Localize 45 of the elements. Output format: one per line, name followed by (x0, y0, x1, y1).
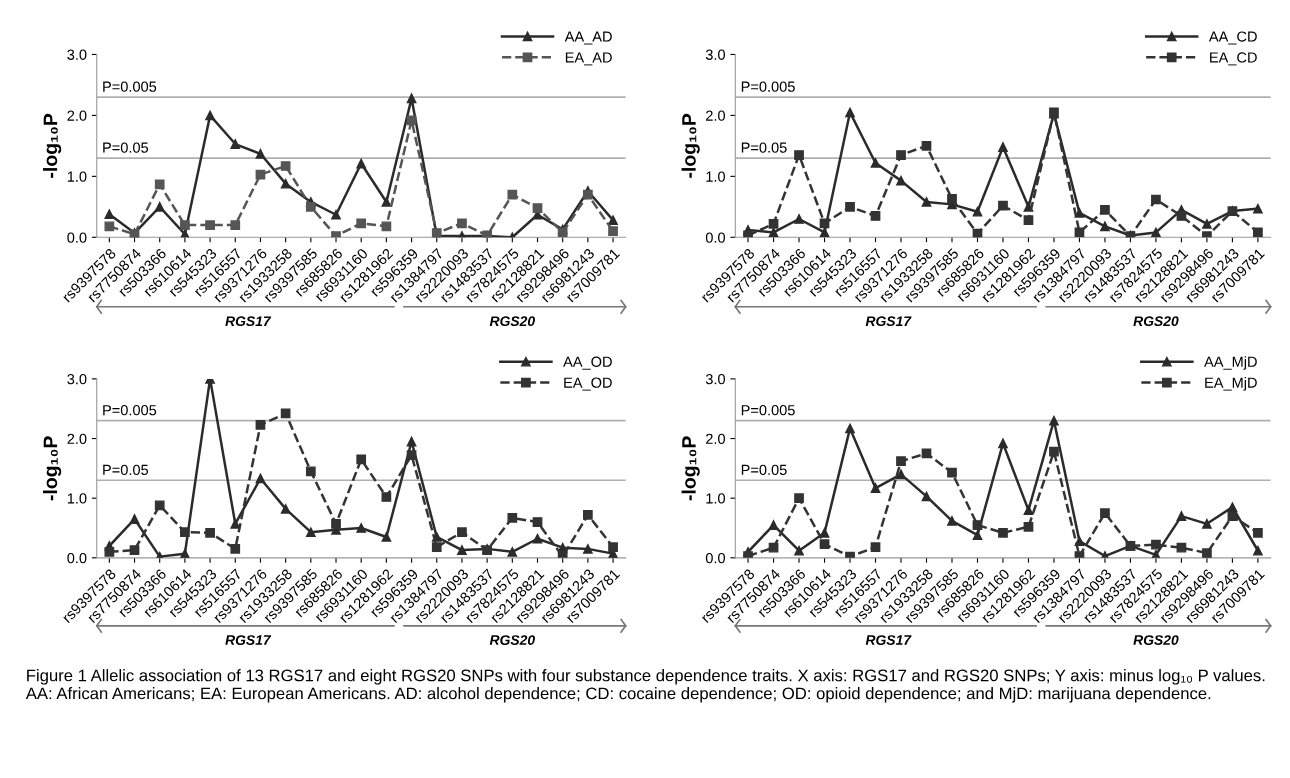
y-tick-label: 1.0 (706, 171, 726, 182)
legend-label: AA_OD (563, 356, 612, 370)
y-axis-title: -log₁₀P (42, 113, 62, 178)
legend-label: AA_MjD (1204, 356, 1257, 370)
y-tick-label: 3.0 (67, 49, 87, 60)
annotation: P=0.05 (103, 142, 149, 153)
caption: Figure 1 Allelic association of 13 RGS17 and eight RGS20 SNPs with four substance dependence traits. X axis: RGS17 and RGS20 SNPs; Y axis: minus log₁₀ P values. AA: African Americans; EA: European Americans. AD: alcohol dependence; CD: cocaine dependence; OD: opioid dependence; and MjD: marijuana dependence. (25, 669, 1265, 703)
y-axis-title: -log₁₀P (681, 436, 700, 501)
y-axis-title: -log₁₀P (681, 113, 700, 178)
text: RGS17 (225, 635, 272, 645)
y-axis-title: -log₁₀P (42, 436, 62, 501)
annotation: P=0.05 (741, 142, 787, 153)
text: RGS20 (489, 635, 535, 645)
text: RGS17 (225, 316, 272, 327)
y-tick-label: 0.0 (67, 552, 87, 564)
legend-label: EA_OD (564, 377, 612, 391)
text: RGS17 (865, 635, 912, 645)
legend-label: AA_AD (564, 31, 612, 45)
y-tick-label: 3.0 (705, 373, 726, 385)
annotation: P=0.005 (103, 81, 157, 92)
text: RGS20 (1133, 316, 1179, 327)
y-tick-label: 1.0 (67, 493, 87, 504)
y-tick-label: 2.0 (706, 433, 726, 444)
annotation: P=0.05 (103, 464, 149, 476)
annotation: P=0.05 (741, 464, 787, 476)
annotation: P=0.005 (741, 405, 795, 416)
text: RGS17 (865, 316, 912, 327)
legend-label: EA_CD (1210, 52, 1257, 66)
legend-label: EA_MjD (1205, 377, 1257, 391)
y-tick-label: 1.0 (706, 493, 726, 504)
text: RGS20 (489, 316, 535, 327)
y-tick-label: 1.0 (67, 171, 87, 182)
text: RGS20 (1133, 635, 1179, 645)
annotation: P=0.005 (103, 405, 157, 416)
y-tick-label: 0.0 (705, 552, 726, 564)
y-tick-label: 2.0 (67, 110, 87, 121)
y-tick-label: 2.0 (67, 433, 87, 444)
annotation: P=0.005 (741, 81, 795, 92)
y-tick-label: 0.0 (705, 232, 726, 243)
y-tick-label: 3.0 (705, 49, 726, 60)
y-tick-label: 2.0 (706, 110, 726, 121)
legend-label: EA_AD (565, 52, 612, 66)
y-tick-label: 0.0 (67, 232, 87, 243)
legend-label: AA_CD (1208, 31, 1257, 45)
y-tick-label: 3.0 (67, 373, 87, 385)
